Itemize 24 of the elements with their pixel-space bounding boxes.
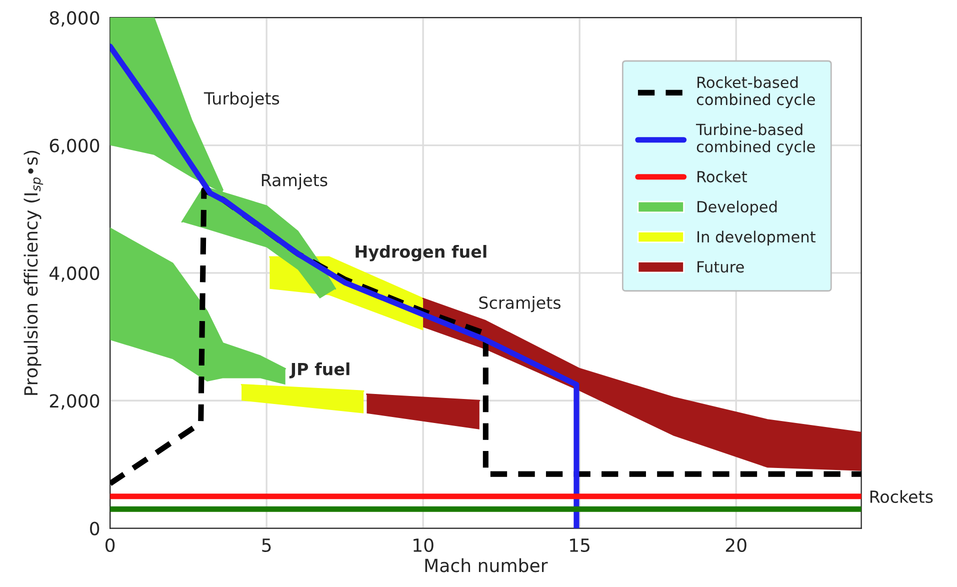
legend-label: Turbine-based combined cycle xyxy=(696,123,815,156)
y-axis-title: Propulsion efficiency (I$_{sp}$•s) xyxy=(24,150,44,395)
x-tick-label: 5 xyxy=(262,538,271,552)
y-tick-label: 2,000 xyxy=(50,394,100,410)
legend-label: In development xyxy=(698,230,816,246)
y-tick-label: 8,000 xyxy=(50,11,100,27)
annotation: Scramjets xyxy=(479,296,560,312)
x-tick-label: 0 xyxy=(106,538,115,552)
annotation: Ramjets xyxy=(262,173,328,190)
x-tick-label: 20 xyxy=(726,538,746,552)
y-tick-label: 6,000 xyxy=(50,138,100,154)
legend-label: Developed xyxy=(698,200,777,216)
legend-label: Rocket xyxy=(698,170,748,182)
legend-label: Rocket-based combined cycle xyxy=(696,76,815,108)
x-tick-label: 10 xyxy=(414,538,434,552)
annotation: Hydrogen fuel xyxy=(356,244,486,262)
text: Rockets xyxy=(870,490,933,503)
legend-label: Future xyxy=(698,261,744,273)
x-axis-title: Mach number xyxy=(425,558,548,572)
x-tick-label: 15 xyxy=(570,538,590,552)
y-tick-label: 4,000 xyxy=(50,266,100,282)
annotation: JP fuel xyxy=(289,362,350,378)
y-tick-label: 0 xyxy=(90,522,100,536)
annotation: Turbojets xyxy=(204,92,280,108)
